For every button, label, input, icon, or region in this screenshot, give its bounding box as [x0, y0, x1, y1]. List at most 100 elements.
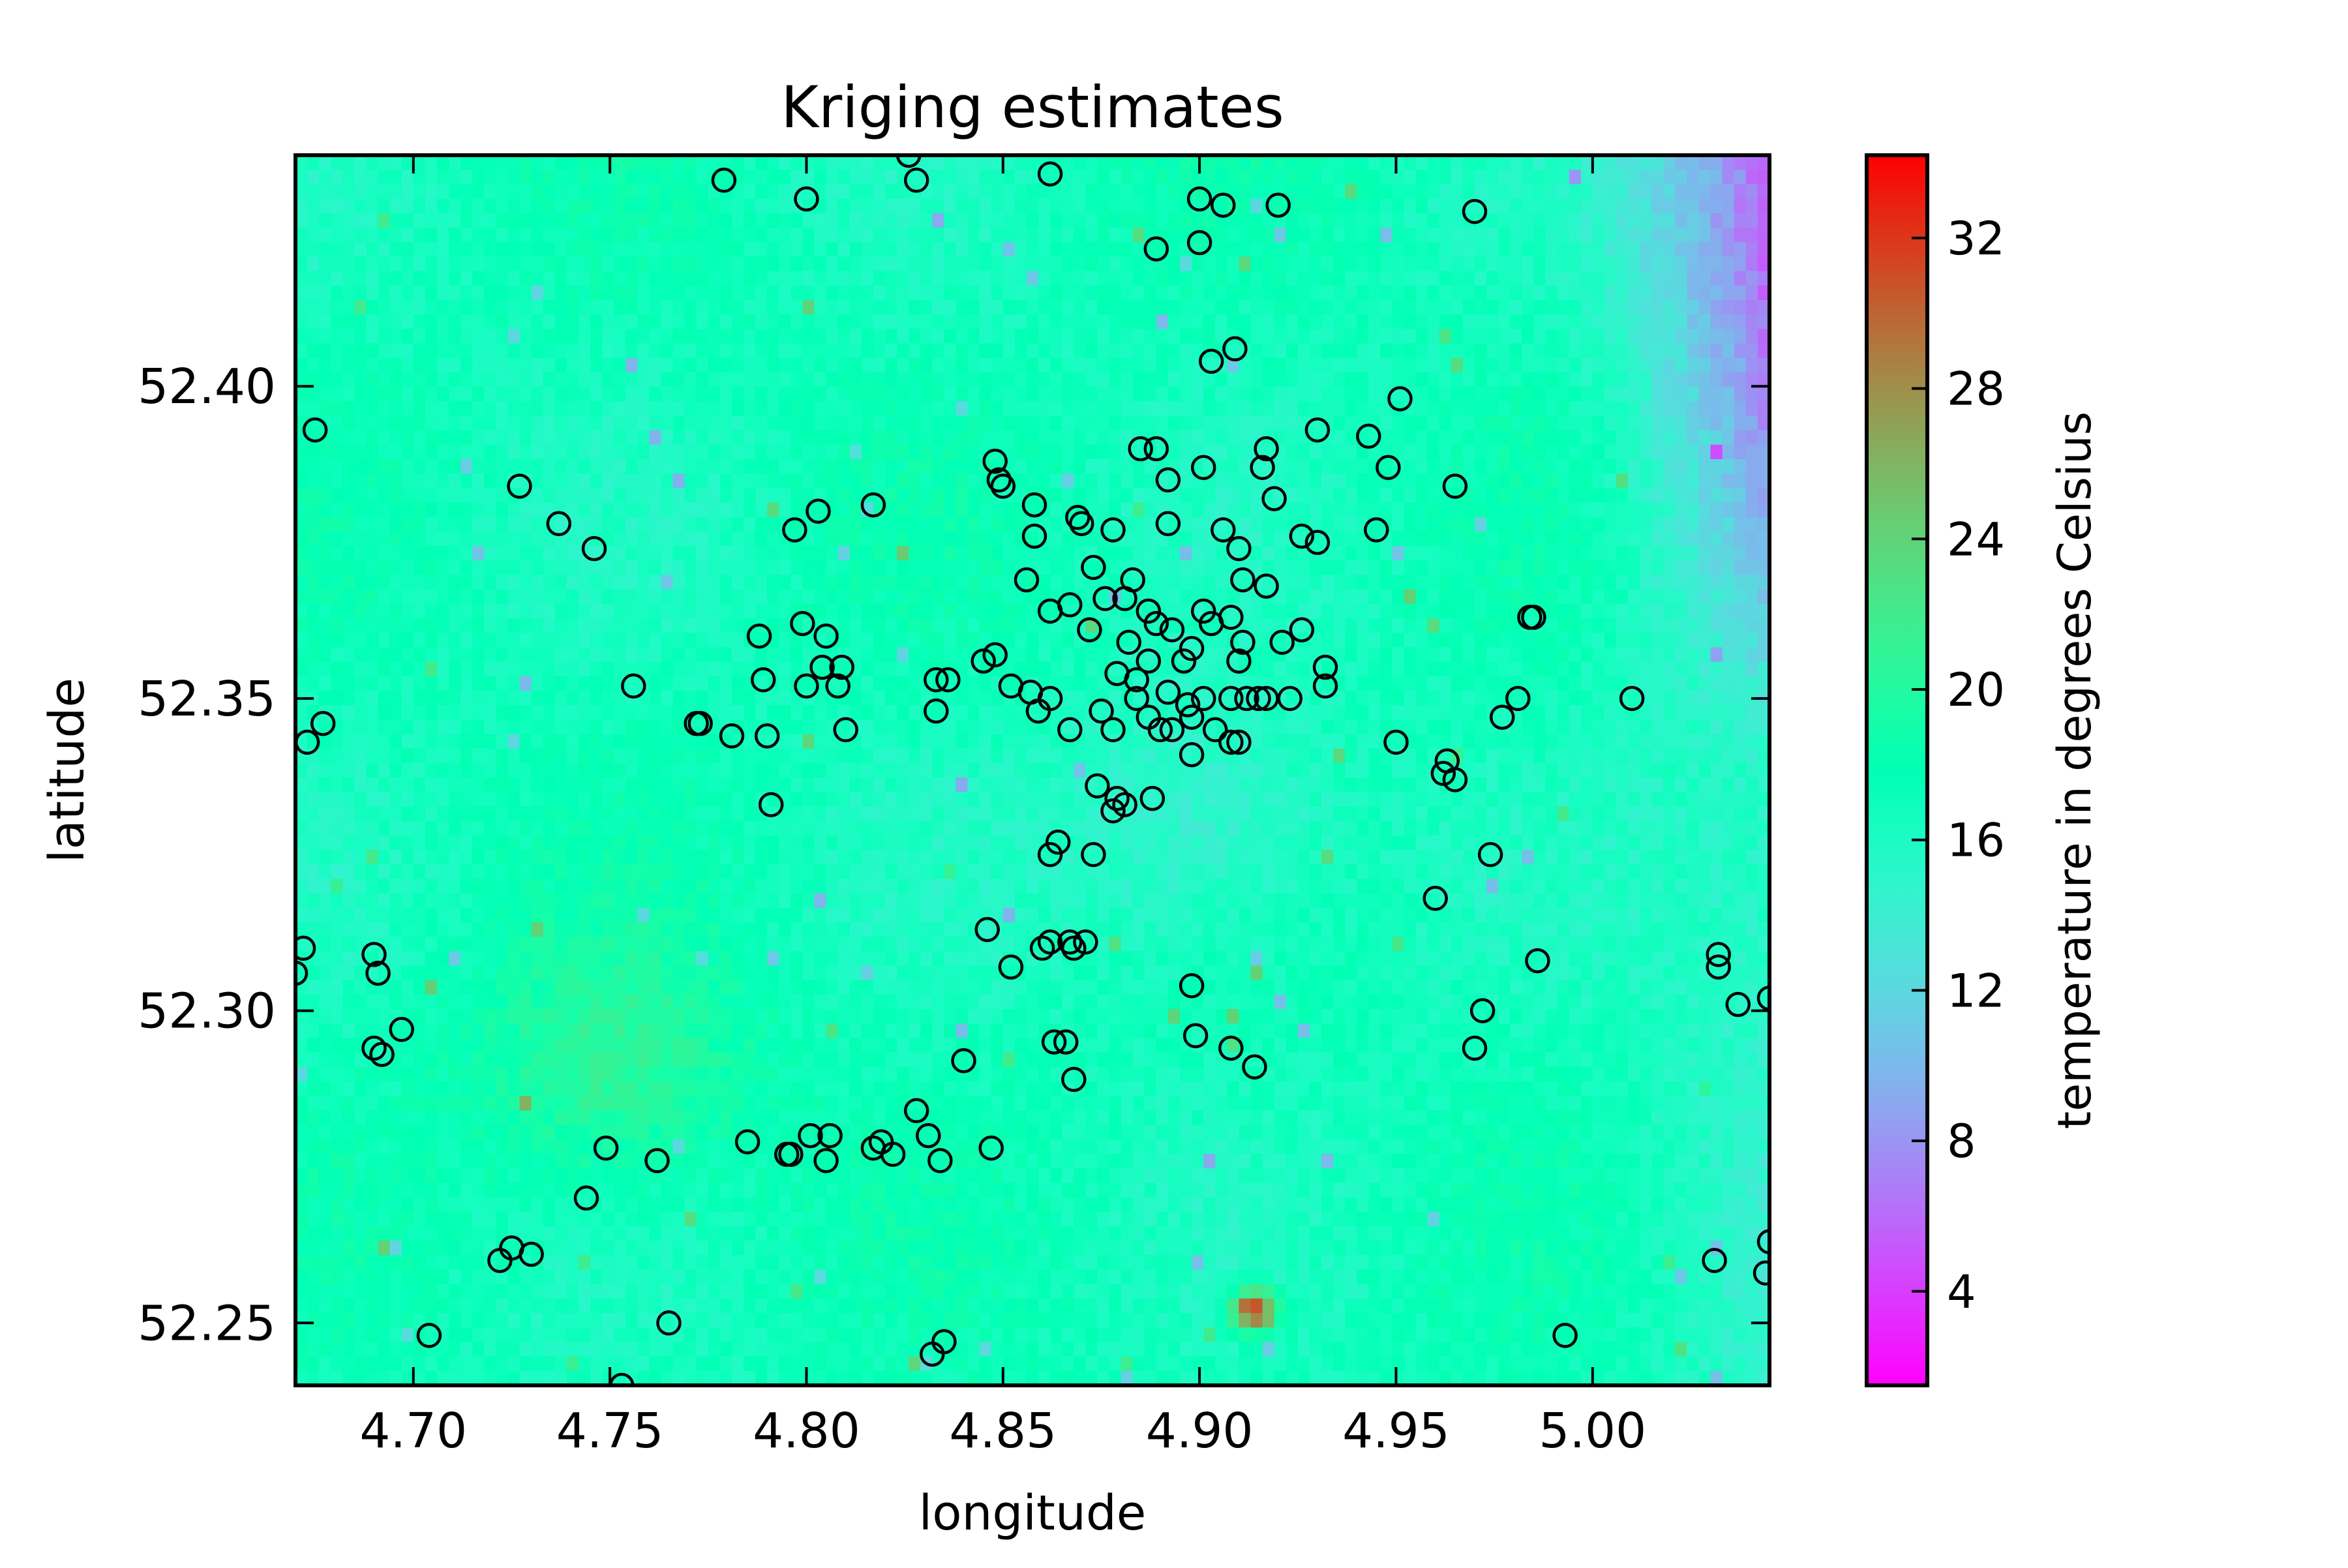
heatmap-cell: [413, 502, 426, 518]
heatmap-cell: [295, 633, 308, 648]
heatmap-cell: [1180, 401, 1192, 416]
heatmap-cell: [1604, 444, 1617, 460]
heatmap-cell: [897, 184, 909, 200]
heatmap-cell: [1498, 676, 1511, 691]
heatmap-cell: [861, 705, 874, 720]
heatmap-cell: [814, 502, 827, 518]
heatmap-cell: [425, 575, 438, 590]
heatmap-cell: [779, 676, 791, 691]
heatmap-cell: [319, 155, 331, 170]
heatmap-cell: [885, 314, 897, 329]
heatmap-cell: [1557, 242, 1570, 257]
heatmap-cell: [1144, 517, 1157, 532]
heatmap-cell: [401, 357, 414, 373]
heatmap-cell: [649, 285, 662, 301]
heatmap-cell: [637, 705, 650, 720]
heatmap-cell: [1722, 227, 1735, 243]
heatmap-cell: [531, 256, 544, 272]
heatmap-cell: [1510, 401, 1522, 416]
heatmap-cell: [1026, 474, 1039, 489]
heatmap-cell: [1286, 444, 1299, 460]
heatmap-cell: [319, 387, 331, 402]
heatmap-cell: [1345, 661, 1357, 677]
heatmap-cell: [1380, 343, 1393, 359]
heatmap-cell: [354, 690, 367, 706]
heatmap-cell: [967, 531, 980, 547]
heatmap-cell: [849, 459, 862, 474]
heatmap-cell: [1038, 401, 1051, 416]
heatmap-cell: [590, 227, 603, 243]
heatmap-cell: [1640, 198, 1652, 214]
heatmap-cell: [1180, 444, 1192, 460]
heatmap-cell: [861, 589, 874, 605]
heatmap-cell: [319, 430, 331, 445]
heatmap-cell: [1014, 198, 1027, 214]
heatmap-cell: [779, 690, 791, 706]
heatmap-cell: [354, 676, 367, 691]
heatmap-cell: [543, 170, 556, 185]
heatmap-cell: [719, 517, 732, 532]
heatmap-cell: [331, 357, 343, 373]
heatmap-cell: [790, 314, 804, 329]
heatmap-cell: [1533, 430, 1546, 445]
heatmap-cell: [413, 546, 426, 561]
heatmap-cell: [1167, 184, 1181, 200]
heatmap-cell: [1368, 488, 1381, 504]
heatmap-cell: [1640, 430, 1652, 445]
heatmap-cell: [566, 285, 579, 301]
heatmap-cell: [1333, 575, 1346, 590]
heatmap-cell: [1569, 502, 1582, 518]
heatmap-cell: [1404, 285, 1417, 301]
heatmap-cell: [649, 531, 662, 547]
heatmap-cell: [614, 690, 626, 706]
heatmap-cell: [1415, 633, 1428, 648]
heatmap-cell: [719, 633, 732, 648]
heatmap-cell: [1569, 531, 1582, 547]
heatmap-cell: [496, 271, 509, 286]
heatmap-cell: [1274, 372, 1287, 387]
heatmap-cell: [1651, 444, 1664, 460]
heatmap-cell: [1227, 285, 1239, 301]
heatmap-cell: [849, 415, 862, 431]
heatmap-cell: [649, 227, 662, 243]
heatmap-cell: [979, 589, 992, 605]
heatmap-cell: [295, 676, 308, 691]
heatmap-cell: [932, 705, 944, 720]
heatmap-cell: [378, 647, 391, 663]
heatmap-cell: [1002, 285, 1016, 301]
heatmap-cell: [614, 357, 626, 373]
heatmap-cell: [885, 719, 897, 735]
heatmap-cell: [1038, 372, 1051, 387]
heatmap-cell: [578, 198, 591, 214]
heatmap-cell: [744, 618, 756, 633]
heatmap-cell: [354, 170, 367, 185]
heatmap-cell: [779, 170, 791, 185]
heatmap-cell: [944, 213, 957, 228]
heatmap-cell: [1180, 213, 1192, 228]
heatmap-cell: [1486, 676, 1499, 691]
heatmap-cell: [1286, 227, 1299, 243]
heatmap-cell: [625, 444, 638, 460]
heatmap-cell: [1475, 198, 1487, 214]
heatmap-cell: [484, 213, 496, 228]
heatmap-cell: [1510, 227, 1522, 243]
heatmap-cell: [1592, 517, 1605, 532]
heatmap-cell: [1580, 647, 1593, 663]
heatmap-cell: [1427, 343, 1440, 359]
heatmap-cell: [861, 618, 874, 633]
heatmap-cell: [1462, 314, 1475, 329]
heatmap-cell: [1475, 502, 1487, 518]
heatmap-cell: [1486, 415, 1499, 431]
heatmap-cell: [614, 517, 626, 532]
heatmap-cell: [1427, 271, 1440, 286]
heatmap-cell: [790, 575, 804, 590]
heatmap-cell: [1486, 459, 1499, 474]
heatmap-cell: [1380, 531, 1393, 547]
heatmap-cell: [507, 575, 520, 590]
heatmap-cell: [991, 415, 1004, 431]
heatmap-cell: [744, 184, 756, 200]
heatmap-cell: [590, 560, 603, 576]
heatmap-cell: [956, 444, 969, 460]
heatmap-cell: [519, 401, 532, 416]
heatmap-cell: [1675, 242, 1688, 257]
